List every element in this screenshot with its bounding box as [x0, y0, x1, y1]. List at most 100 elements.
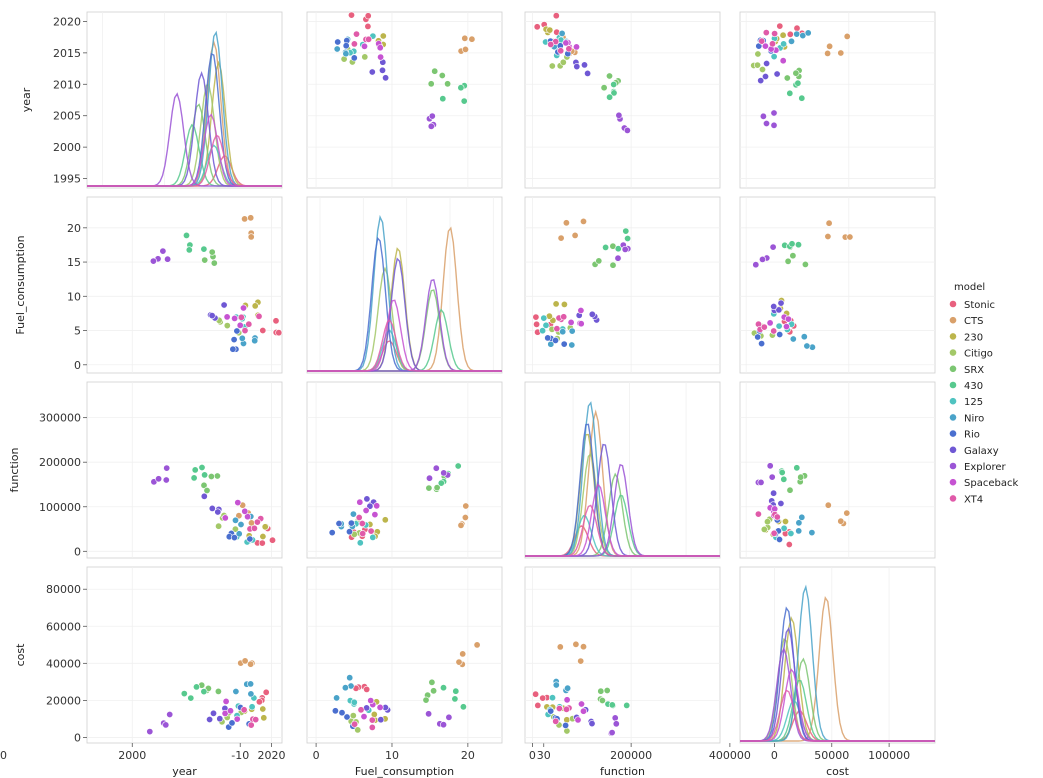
legend-label: Spaceback [964, 478, 1018, 489]
scatter-point [837, 49, 845, 57]
scatter-point [162, 721, 170, 729]
scatter-point [363, 685, 371, 693]
scatter-point [777, 499, 785, 507]
scatter-point [770, 53, 778, 61]
scatter-point [214, 687, 222, 695]
scatter-point [247, 721, 255, 729]
scatter-point [439, 95, 447, 103]
scatter-point [371, 511, 379, 519]
y-tick-label: 2000 [53, 141, 81, 154]
panel-frame [739, 196, 936, 374]
scatter-point [562, 39, 570, 47]
scatter-point [563, 696, 571, 704]
scatter-point [200, 481, 208, 489]
scatter-point [573, 63, 581, 71]
scatter-point [355, 513, 363, 521]
scatter-point [551, 336, 559, 344]
scatter-point [245, 320, 253, 328]
scatter-point [379, 32, 387, 40]
scatter-point [843, 32, 851, 40]
scatter-point [350, 54, 358, 62]
scatter-point [768, 473, 776, 481]
scatter-point [612, 720, 620, 728]
scatter-point [382, 74, 390, 82]
scatter-point [253, 518, 261, 526]
scatter-point [333, 694, 341, 702]
scatter-point [546, 26, 554, 34]
scatter-point [779, 31, 787, 39]
scatter-point [343, 713, 351, 721]
y-tick-label: 60000 [46, 620, 81, 633]
scatter-point [259, 532, 267, 540]
y-tick-label: 2010 [53, 78, 81, 91]
scatter-point [761, 73, 769, 81]
scatter-point [346, 674, 354, 682]
scatter-point [155, 475, 163, 483]
scatter-point [198, 463, 206, 471]
scatter-point [247, 690, 255, 698]
scatter-point [149, 257, 157, 265]
panel-frame [739, 11, 936, 189]
scatter-point [223, 313, 231, 321]
scatter-point [846, 233, 854, 241]
x-axis-label: cost [826, 765, 850, 778]
scatter-point [359, 530, 367, 538]
scatter-point [552, 12, 560, 20]
scatter-point [163, 464, 171, 472]
y-tick-label: 10 [67, 290, 81, 303]
scatter-point [232, 687, 240, 695]
scatter-point [368, 723, 376, 731]
scatter-point [349, 712, 357, 720]
scatter-point [770, 489, 778, 497]
scatter-point [532, 313, 540, 321]
scatter-point [568, 327, 576, 335]
scatter-point [608, 729, 616, 737]
scatter-point [547, 707, 555, 715]
x-tick-label: 0 [313, 749, 320, 762]
scatter-point [248, 703, 256, 711]
y-axis-label: cost [14, 643, 27, 667]
scatter-point [540, 314, 548, 322]
scatter-point [216, 715, 224, 723]
scatter-point [559, 328, 567, 336]
scatter-point [775, 322, 783, 330]
scatter-point [786, 486, 794, 494]
scatter-point [427, 80, 435, 88]
scatter-point [445, 713, 453, 721]
scatter-point [768, 40, 776, 48]
scatter-point [230, 534, 238, 542]
scatter-point [462, 502, 470, 510]
scatter-point [210, 259, 218, 267]
scatter-point [363, 495, 371, 503]
scatter-point [758, 340, 766, 348]
scatter-point [787, 529, 795, 537]
scatter-point [229, 345, 237, 353]
scatter-point [258, 539, 266, 547]
scatter-point [786, 30, 794, 38]
scatter-point [244, 513, 252, 521]
legend-label: Explorer [964, 462, 1007, 473]
scatter-point [439, 721, 447, 729]
scatter-point [623, 701, 631, 709]
scatter-point [770, 529, 778, 537]
scatter-point [200, 688, 208, 696]
scatter-point [562, 219, 570, 227]
scatter-point [232, 516, 240, 524]
scatter-point [572, 640, 580, 648]
scatter-point [461, 45, 469, 53]
legend-marker [949, 397, 957, 406]
scatter-point [780, 40, 788, 48]
panel-frame [524, 196, 721, 374]
scatter-point [775, 535, 783, 543]
scatter-point [228, 719, 236, 727]
scatter-point [425, 484, 433, 492]
scatter-point [234, 499, 242, 507]
scatter-point [362, 506, 370, 514]
scatter-point [241, 327, 249, 335]
x-tick-label: 20 [461, 749, 475, 762]
scatter-point [584, 69, 592, 77]
scatter-point [779, 57, 787, 65]
y-tick-label: 5 [74, 325, 81, 338]
scatter-point [780, 475, 788, 483]
